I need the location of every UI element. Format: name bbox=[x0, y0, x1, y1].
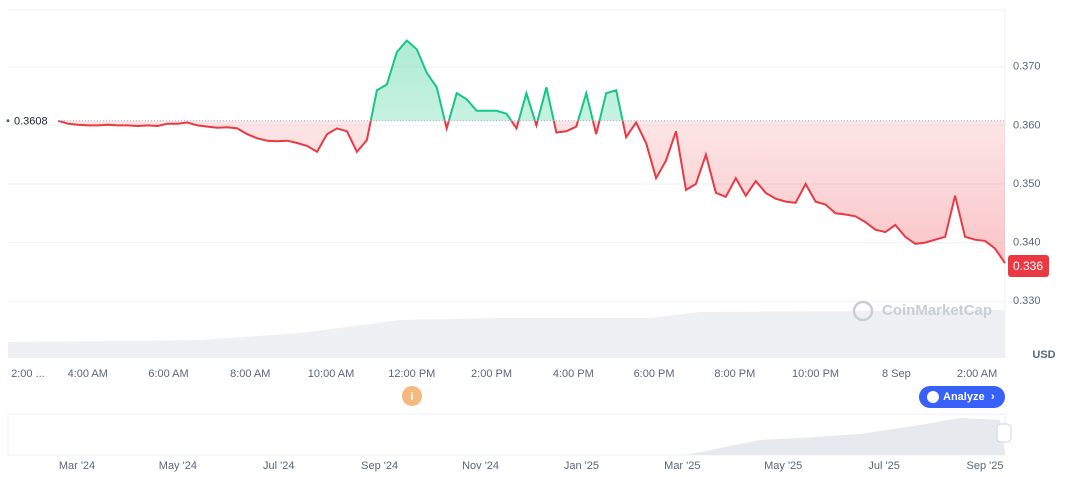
analyze-chevron: › bbox=[991, 391, 995, 403]
x-tick-label: 10:00 PM bbox=[792, 368, 839, 380]
navigator-label: May '24 bbox=[159, 460, 197, 472]
line-up bbox=[57, 39, 637, 121]
x-tick-label: 10:00 AM bbox=[308, 368, 354, 380]
last-price-label: 0.336 bbox=[1013, 259, 1043, 273]
y-tick-label: 0.330 bbox=[1013, 295, 1041, 307]
x-tick-label: 2:00 ... bbox=[11, 368, 45, 380]
analyze-label[interactable]: Analyze bbox=[943, 391, 985, 403]
x-tick-label: 12:00 PM bbox=[388, 368, 435, 380]
area-down bbox=[58, 120, 1005, 264]
navigator-label: Sep '24 bbox=[361, 460, 398, 472]
navigator-label: May '25 bbox=[764, 460, 802, 472]
volume-area bbox=[8, 310, 1005, 358]
y-tick-label: 0.340 bbox=[1013, 237, 1041, 249]
baseline-dot bbox=[6, 119, 10, 123]
navigator-handle[interactable] bbox=[996, 423, 1012, 443]
navigator-label: Jan '25 bbox=[564, 460, 599, 472]
x-tick-label: 4:00 AM bbox=[68, 368, 108, 380]
line-down bbox=[57, 120, 1006, 264]
y-tick-label: 0.350 bbox=[1013, 178, 1041, 190]
x-tick-label: 8:00 PM bbox=[714, 368, 755, 380]
navigator-label: Jul '24 bbox=[263, 460, 294, 472]
x-tick-label: 2:00 PM bbox=[471, 368, 512, 380]
navigator-label: Nov '24 bbox=[462, 460, 499, 472]
navigator-label: Mar '25 bbox=[664, 460, 700, 472]
navigator-label: Sep '25 bbox=[967, 460, 1004, 472]
navigator-label: Mar '24 bbox=[59, 460, 95, 472]
analyze-button[interactable] bbox=[919, 386, 1005, 408]
info-icon[interactable] bbox=[402, 386, 422, 406]
navigator-area bbox=[686, 418, 1005, 455]
info-icon-text[interactable]: i bbox=[410, 391, 413, 403]
y-tick-label: 0.370 bbox=[1013, 61, 1041, 73]
watermark: CoinMarketCap bbox=[852, 300, 992, 322]
x-tick-label: 6:00 PM bbox=[634, 368, 675, 380]
navigator-label: Jul '25 bbox=[868, 460, 899, 472]
y-unit: USD bbox=[1032, 349, 1055, 361]
x-tick-label: 8 Sep bbox=[882, 368, 911, 380]
x-tick-label: 2:00 AM bbox=[957, 368, 997, 380]
y-tick-label: 0.360 bbox=[1013, 119, 1041, 131]
watermark-text: CoinMarketCap bbox=[882, 302, 992, 319]
last-price-tag bbox=[1008, 255, 1049, 278]
x-tick-label: 8:00 AM bbox=[230, 368, 270, 380]
analyze-icon bbox=[927, 391, 939, 403]
x-tick-label: 4:00 PM bbox=[553, 368, 594, 380]
x-tick-label: 6:00 AM bbox=[148, 368, 188, 380]
baseline-label: 0.3608 bbox=[14, 116, 48, 128]
